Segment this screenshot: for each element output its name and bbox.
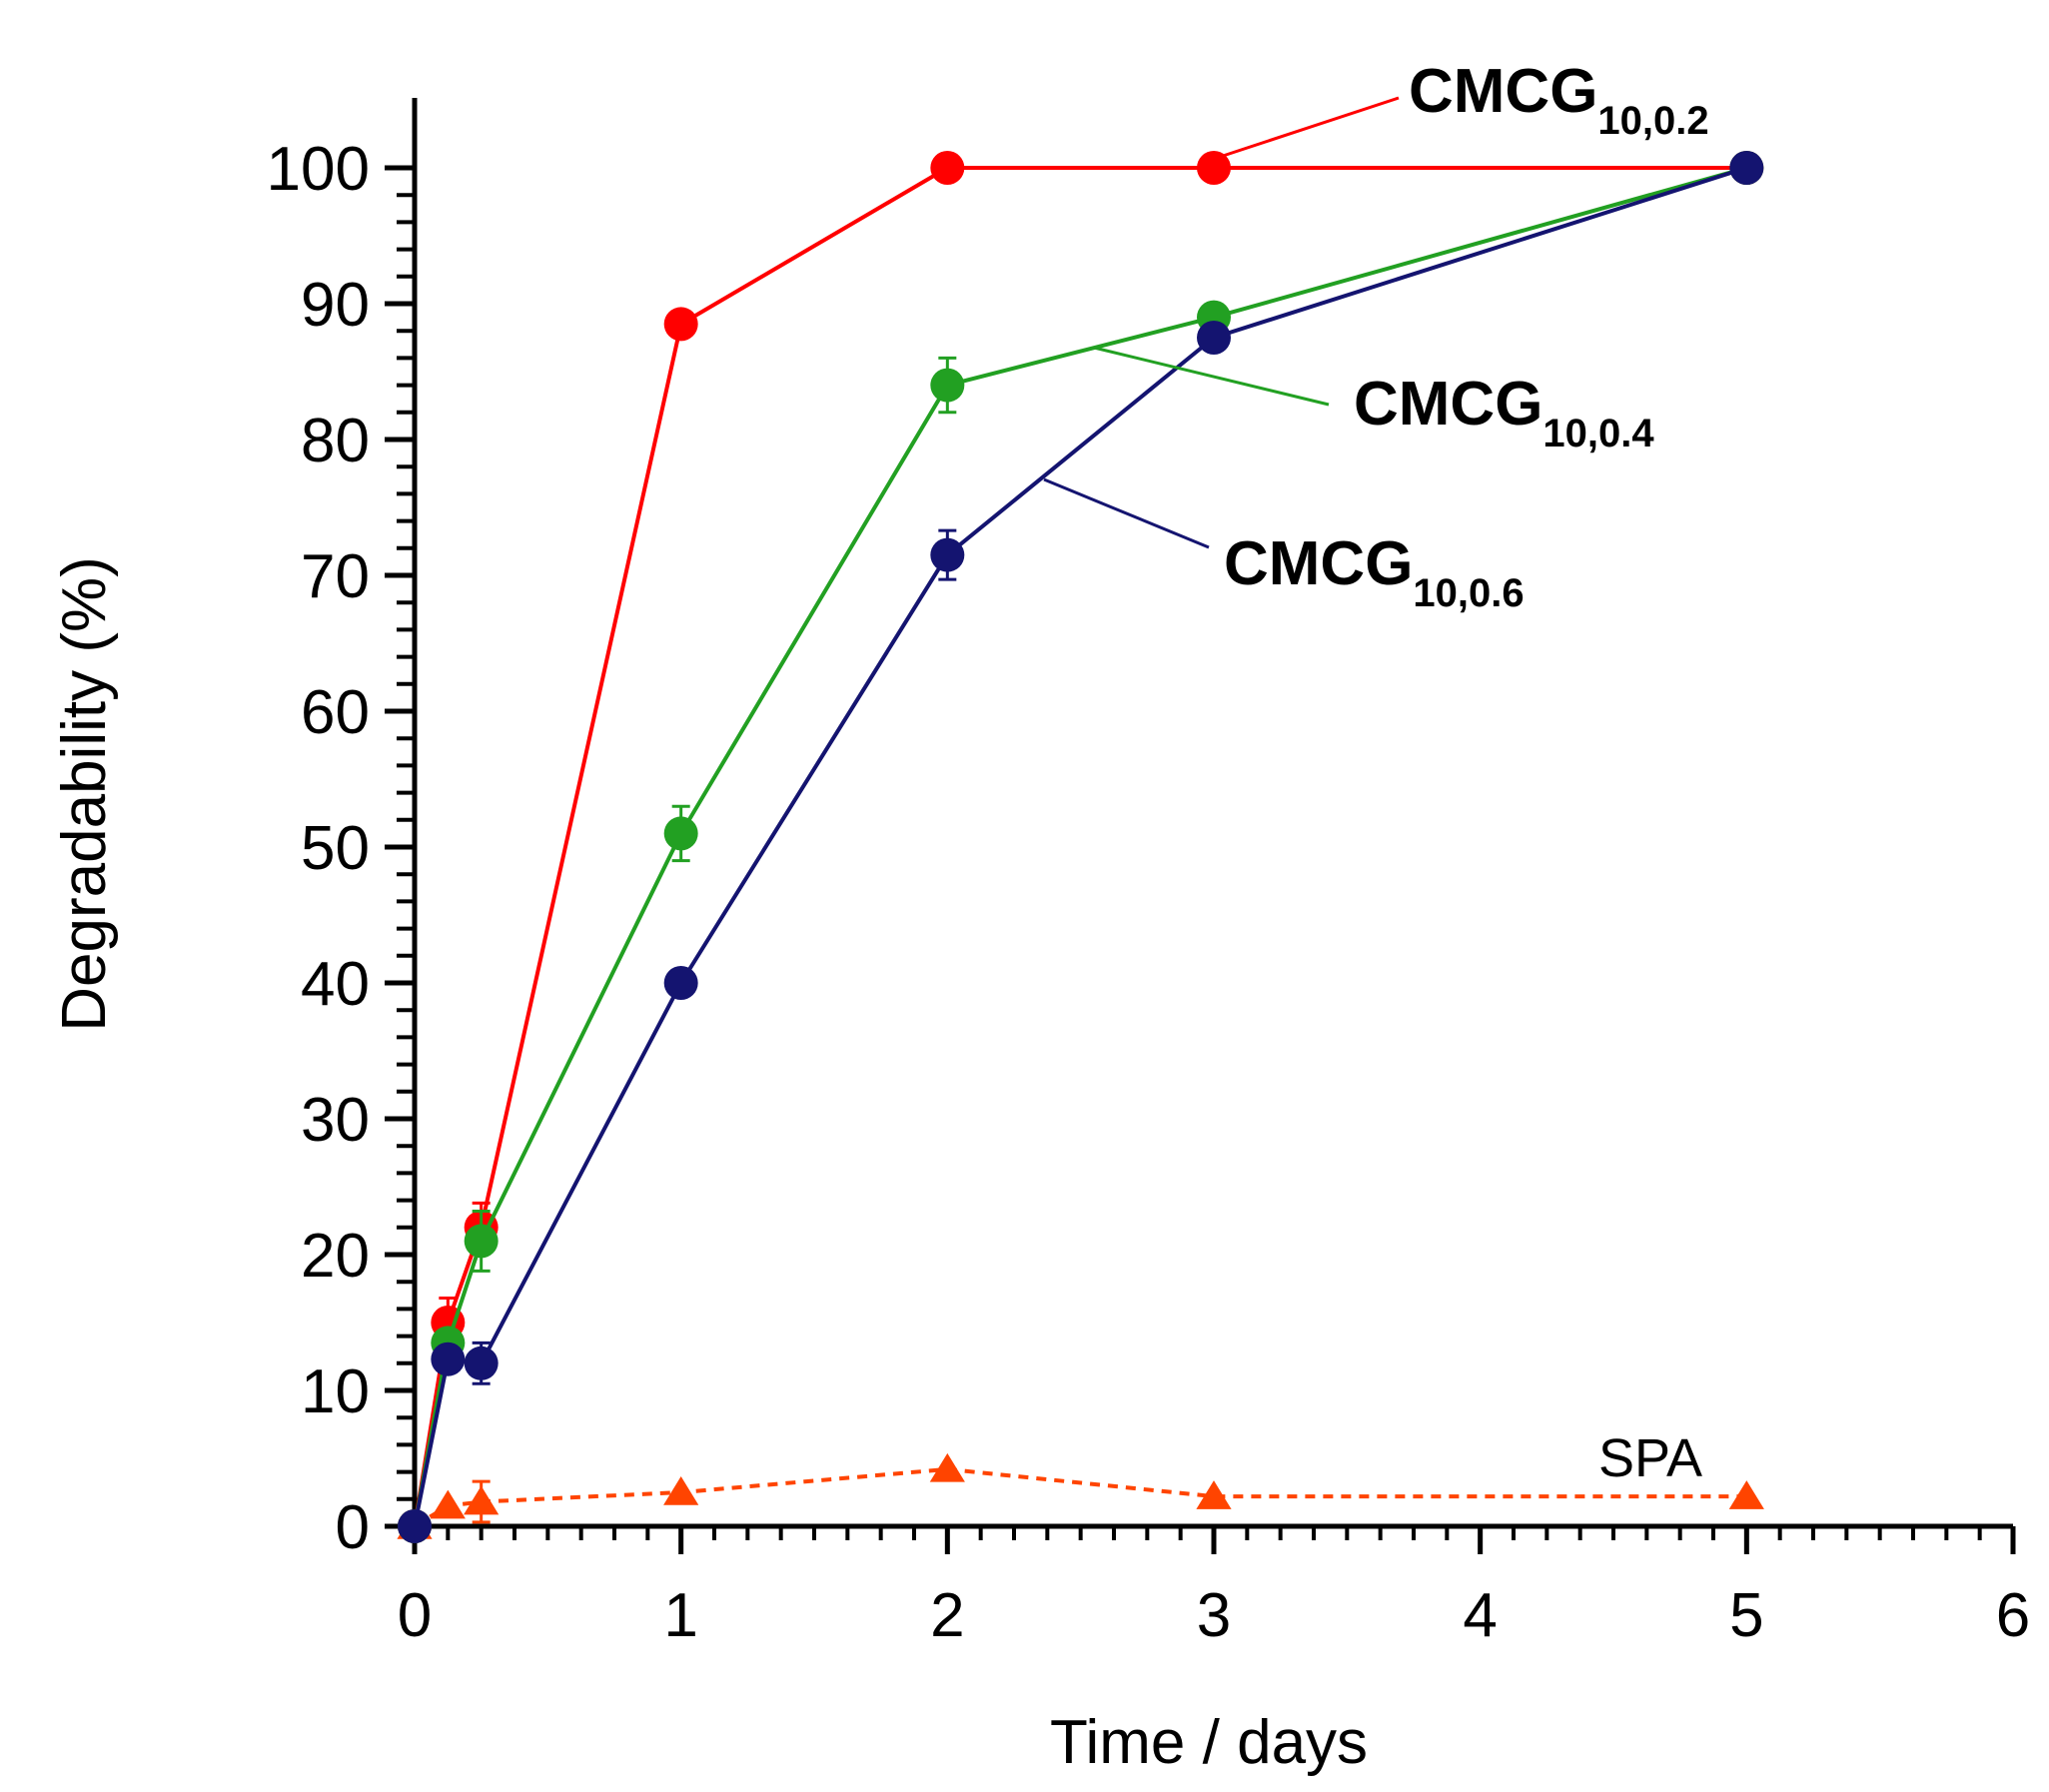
x-tick-label: 4 bbox=[1463, 1581, 1497, 1650]
series-label-subscript: 10,0.6 bbox=[1413, 571, 1524, 615]
data-point bbox=[1729, 151, 1764, 185]
y-tick-label: 90 bbox=[301, 271, 370, 340]
series-label-subscript: 10,0.4 bbox=[1542, 412, 1654, 455]
data-point bbox=[1197, 321, 1231, 355]
y-tick-label: 10 bbox=[301, 1357, 370, 1426]
y-tick-label: 70 bbox=[301, 542, 370, 611]
data-point bbox=[431, 1342, 466, 1376]
x-tick-label: 2 bbox=[930, 1581, 964, 1650]
y-tick-label: 100 bbox=[267, 135, 370, 204]
data-point bbox=[464, 1224, 499, 1259]
data-point bbox=[430, 1489, 466, 1519]
series-line bbox=[413, 1466, 1747, 1528]
data-point bbox=[464, 1345, 499, 1380]
x-tick-label: 6 bbox=[1996, 1581, 2030, 1650]
series-line bbox=[413, 166, 1747, 1527]
x-tick-label: 0 bbox=[398, 1581, 432, 1650]
data-point bbox=[930, 368, 965, 403]
series-line bbox=[413, 166, 1747, 1527]
y-tick-label: 50 bbox=[301, 814, 370, 883]
leader-line bbox=[1093, 346, 1330, 407]
y-tick-label: 40 bbox=[301, 950, 370, 1019]
y-tick-label: 80 bbox=[301, 407, 370, 475]
series-label: SPA bbox=[1598, 1428, 1702, 1488]
leader-line bbox=[1210, 96, 1400, 162]
series-line bbox=[413, 166, 1747, 1527]
x-tick-label: 5 bbox=[1729, 1581, 1763, 1650]
data-point bbox=[398, 1509, 432, 1543]
y-tick-label: 20 bbox=[301, 1222, 370, 1291]
y-tick-label: 0 bbox=[336, 1493, 370, 1562]
x-tick-label: 1 bbox=[663, 1581, 697, 1650]
data-point bbox=[929, 1452, 965, 1482]
data-point bbox=[1728, 1480, 1764, 1509]
leader-line bbox=[1043, 477, 1210, 549]
data-point bbox=[930, 151, 965, 185]
data-point bbox=[1197, 151, 1231, 185]
data-point bbox=[663, 307, 698, 342]
series-label-subscript: 10,0.2 bbox=[1597, 99, 1708, 143]
series-cmcg10-0-4 bbox=[398, 151, 1764, 1543]
y-tick-label: 30 bbox=[301, 1086, 370, 1155]
data-point bbox=[1196, 1480, 1232, 1509]
data-point bbox=[464, 1485, 500, 1515]
data-point bbox=[663, 816, 698, 851]
data-point bbox=[930, 537, 965, 572]
y-axis-title: Degradability (%) bbox=[50, 556, 119, 1032]
series-label-main: CMCG bbox=[1224, 529, 1413, 598]
data-point bbox=[663, 966, 698, 1000]
x-tick-label: 3 bbox=[1197, 1581, 1231, 1650]
series-label: CMCG10,0.2 bbox=[1409, 57, 1709, 143]
series-cmcg10-0-6 bbox=[398, 151, 1764, 1543]
series-label-main: CMCG bbox=[1409, 57, 1597, 126]
x-axis-title: Time / days bbox=[1050, 1708, 1368, 1777]
axes: 0 10 20 30 40 50 60 70 80 90 100 0 1 2 3 4 5 6 bbox=[267, 98, 2030, 1650]
y-tick-label: 60 bbox=[301, 678, 370, 747]
series-label: CMCG10,0.4 bbox=[1354, 370, 1654, 455]
series-label-main: CMCG bbox=[1354, 370, 1542, 439]
series-label: CMCG10,0.6 bbox=[1224, 529, 1525, 615]
series-layer bbox=[397, 151, 1764, 1543]
series-cmcg10-0-2 bbox=[398, 151, 1764, 1543]
data-point bbox=[663, 1476, 699, 1505]
